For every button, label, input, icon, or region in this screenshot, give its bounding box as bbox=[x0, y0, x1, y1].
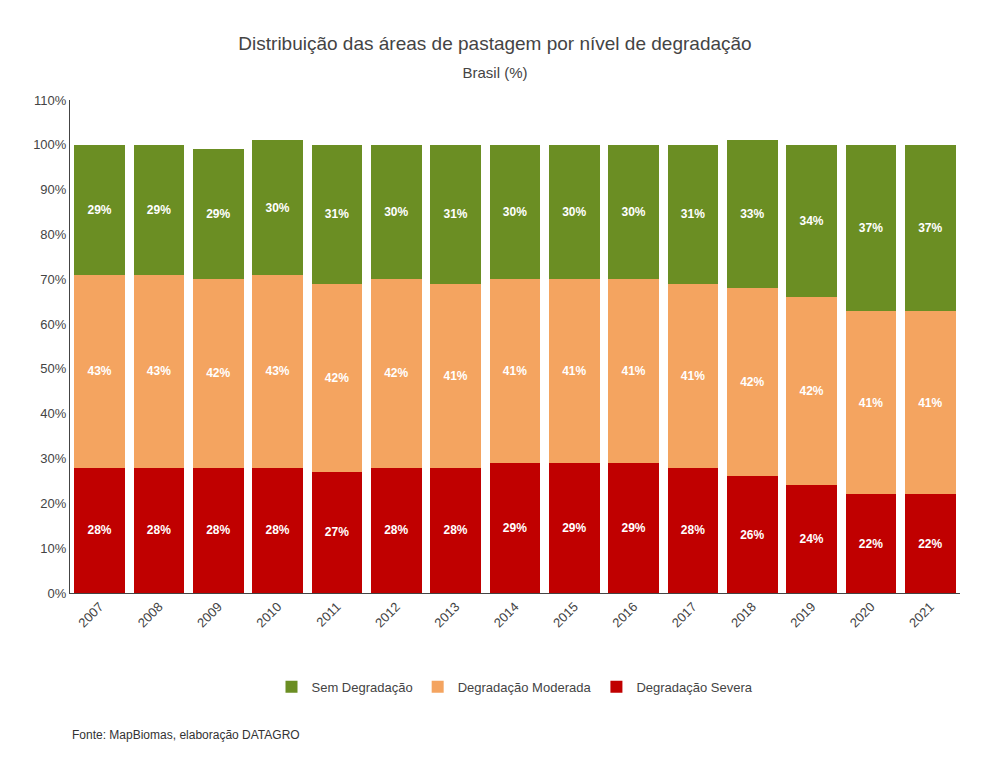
svg-text:30%: 30% bbox=[40, 451, 66, 466]
svg-text:30%: 30% bbox=[503, 205, 527, 219]
svg-text:26%: 26% bbox=[740, 528, 764, 542]
svg-text:31%: 31% bbox=[443, 207, 467, 221]
svg-text:90%: 90% bbox=[40, 182, 66, 197]
svg-text:30%: 30% bbox=[384, 205, 408, 219]
svg-text:31%: 31% bbox=[325, 207, 349, 221]
svg-text:70%: 70% bbox=[40, 272, 66, 287]
svg-text:41%: 41% bbox=[859, 396, 883, 410]
svg-text:24%: 24% bbox=[799, 532, 823, 546]
svg-text:22%: 22% bbox=[918, 537, 942, 551]
svg-text:29%: 29% bbox=[87, 203, 111, 217]
svg-text:29%: 29% bbox=[503, 521, 527, 535]
svg-text:42%: 42% bbox=[384, 366, 408, 380]
svg-text:29%: 29% bbox=[562, 521, 586, 535]
svg-text:30%: 30% bbox=[265, 201, 289, 215]
svg-text:33%: 33% bbox=[740, 207, 764, 221]
svg-text:2018: 2018 bbox=[728, 599, 759, 630]
svg-text:2009: 2009 bbox=[194, 599, 225, 630]
svg-text:80%: 80% bbox=[40, 227, 66, 242]
svg-text:37%: 37% bbox=[859, 221, 883, 235]
svg-text:2011: 2011 bbox=[313, 599, 343, 629]
svg-text:43%: 43% bbox=[147, 364, 171, 378]
svg-text:10%: 10% bbox=[40, 541, 66, 556]
svg-text:60%: 60% bbox=[40, 317, 66, 332]
svg-text:41%: 41% bbox=[621, 364, 645, 378]
svg-text:42%: 42% bbox=[799, 384, 823, 398]
svg-text:100%: 100% bbox=[33, 137, 67, 152]
svg-text:2007: 2007 bbox=[75, 599, 106, 630]
svg-text:22%: 22% bbox=[859, 537, 883, 551]
svg-text:42%: 42% bbox=[325, 371, 349, 385]
svg-text:30%: 30% bbox=[621, 205, 645, 219]
svg-text:42%: 42% bbox=[740, 375, 764, 389]
svg-text:41%: 41% bbox=[562, 364, 586, 378]
svg-text:Degradação Severa: Degradação Severa bbox=[636, 680, 752, 695]
svg-text:Sem Degradação: Sem Degradação bbox=[312, 680, 413, 695]
svg-text:0%: 0% bbox=[48, 586, 67, 601]
svg-text:31%: 31% bbox=[681, 207, 705, 221]
svg-text:2013: 2013 bbox=[431, 599, 462, 630]
svg-text:29%: 29% bbox=[621, 521, 645, 535]
svg-text:Degradação Moderada: Degradação Moderada bbox=[458, 680, 592, 695]
svg-text:2015: 2015 bbox=[550, 599, 581, 630]
svg-text:37%: 37% bbox=[918, 221, 942, 235]
svg-text:28%: 28% bbox=[206, 523, 230, 537]
svg-text:Brasil (%): Brasil (%) bbox=[462, 64, 527, 81]
svg-text:41%: 41% bbox=[918, 396, 942, 410]
svg-text:Distribuição das áreas de past: Distribuição das áreas de pastagem por n… bbox=[238, 33, 751, 54]
svg-text:42%: 42% bbox=[206, 366, 230, 380]
svg-text:28%: 28% bbox=[681, 523, 705, 537]
svg-text:43%: 43% bbox=[87, 364, 111, 378]
svg-text:2019: 2019 bbox=[787, 599, 818, 630]
svg-text:28%: 28% bbox=[265, 523, 289, 537]
svg-text:50%: 50% bbox=[40, 361, 66, 376]
svg-text:29%: 29% bbox=[147, 203, 171, 217]
svg-text:2008: 2008 bbox=[135, 599, 166, 630]
svg-text:43%: 43% bbox=[265, 364, 289, 378]
svg-text:28%: 28% bbox=[443, 523, 467, 537]
svg-text:2016: 2016 bbox=[609, 599, 640, 630]
svg-text:Fonte: MapBiomas, elaboração D: Fonte: MapBiomas, elaboração DATAGRO bbox=[72, 728, 300, 742]
svg-text:41%: 41% bbox=[503, 364, 527, 378]
svg-text:40%: 40% bbox=[40, 406, 66, 421]
svg-text:29%: 29% bbox=[206, 207, 230, 221]
svg-text:28%: 28% bbox=[87, 523, 111, 537]
svg-text:110%: 110% bbox=[34, 93, 67, 108]
svg-text:41%: 41% bbox=[681, 369, 705, 383]
svg-text:28%: 28% bbox=[147, 523, 171, 537]
svg-text:34%: 34% bbox=[799, 214, 823, 228]
svg-text:41%: 41% bbox=[443, 369, 467, 383]
svg-text:2010: 2010 bbox=[253, 599, 284, 630]
svg-text:2021: 2021 bbox=[906, 599, 937, 630]
svg-text:2014: 2014 bbox=[491, 599, 522, 630]
svg-text:30%: 30% bbox=[562, 205, 586, 219]
svg-text:2017: 2017 bbox=[669, 599, 700, 630]
svg-text:27%: 27% bbox=[325, 525, 349, 539]
svg-text:2020: 2020 bbox=[847, 599, 878, 630]
svg-text:2012: 2012 bbox=[372, 599, 403, 630]
svg-text:28%: 28% bbox=[384, 523, 408, 537]
svg-text:20%: 20% bbox=[40, 496, 66, 511]
